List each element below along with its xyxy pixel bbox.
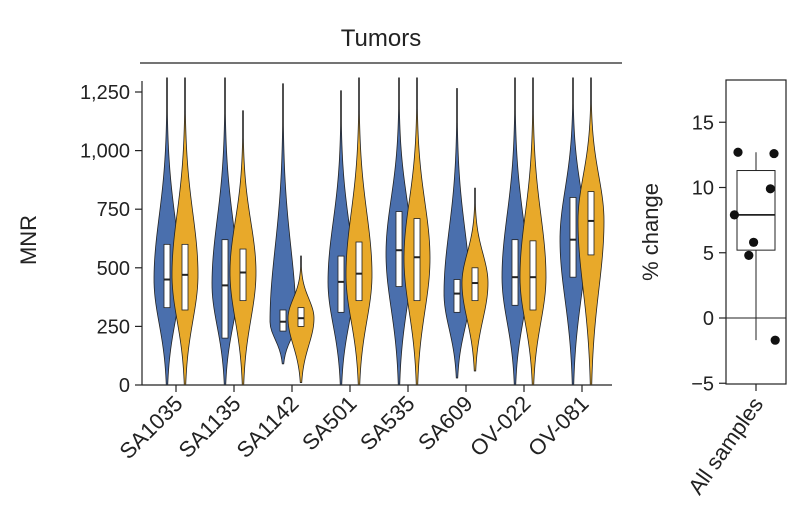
violin-box: [297, 307, 305, 327]
y-tick-label: 15: [692, 112, 714, 134]
violin-box: [395, 211, 403, 287]
data-point: [733, 147, 743, 157]
violin-box: [471, 267, 479, 302]
violin-box: [239, 248, 247, 302]
violin-box: [337, 255, 345, 313]
y-axis-title: MNR: [16, 215, 41, 265]
y-tick-label: 0: [119, 375, 130, 397]
violin-box: [355, 241, 363, 302]
violin-shape: [519, 77, 547, 386]
y-tick-label: 10: [692, 178, 714, 200]
y-axis-title: % change: [638, 183, 663, 281]
y-tick-label: −5: [691, 373, 714, 395]
x-category-label: All samples: [683, 393, 768, 499]
y-tick-label: 0: [703, 308, 714, 330]
data-point: [744, 250, 754, 260]
y-tick-label: 500: [97, 258, 130, 280]
x-category-label: OV-022: [465, 391, 535, 461]
y-tick-label: 1,000: [80, 141, 130, 163]
violin-shape: [443, 88, 471, 379]
violin-shape: [229, 110, 257, 386]
violin-box: [511, 239, 519, 306]
violin-box: [413, 218, 421, 302]
box-panel: −5 0 5 10 15 % change All samples: [638, 79, 787, 499]
y-tick-label: 1,250: [80, 82, 130, 104]
violin-shape: [269, 83, 297, 365]
x-category-label: SA1135: [174, 391, 246, 463]
data-point: [729, 210, 740, 220]
x-category-label: OV-081: [523, 391, 593, 461]
violin-box: [279, 309, 287, 332]
violin-panel: 0 250 500 750 1,000 1,250 MNR Tumors SA1035SA113…: [16, 25, 622, 464]
data-point: [765, 184, 776, 194]
y-tick-label: 250: [97, 316, 130, 338]
violin-box: [529, 240, 537, 311]
violin-box: [163, 243, 171, 309]
group-title: Tumors: [341, 25, 421, 52]
violin-shape: [171, 77, 199, 386]
violin-box: [587, 191, 595, 256]
data-point: [749, 237, 759, 247]
x-category-label: SA1142: [232, 391, 304, 463]
x-category-label: SA1035: [114, 391, 187, 464]
violin-shape: [345, 77, 373, 386]
violin-box: [181, 243, 189, 311]
data-point: [769, 148, 779, 159]
violin-box: [453, 279, 461, 313]
y-tick-label: 750: [97, 199, 130, 221]
data-point: [770, 335, 780, 345]
x-category-label: SA501: [297, 391, 361, 455]
violin-box: [569, 197, 577, 278]
x-category-label: SA535: [355, 391, 419, 455]
box-iqr: [736, 170, 776, 251]
y-tick-label: 5: [703, 243, 714, 265]
violin-box: [221, 239, 229, 339]
